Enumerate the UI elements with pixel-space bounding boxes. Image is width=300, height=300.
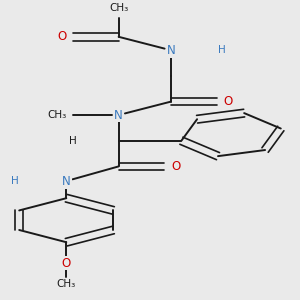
Text: O: O <box>57 30 66 43</box>
Text: N: N <box>62 175 71 188</box>
Text: H: H <box>69 136 77 146</box>
Text: O: O <box>62 256 71 269</box>
Text: N: N <box>114 109 123 122</box>
Text: H: H <box>218 45 226 55</box>
Text: O: O <box>223 95 232 108</box>
Text: CH₃: CH₃ <box>57 279 76 289</box>
Text: CH₃: CH₃ <box>109 3 128 13</box>
Text: CH₃: CH₃ <box>47 110 66 120</box>
Text: O: O <box>171 160 180 173</box>
Text: N: N <box>167 44 175 57</box>
Text: H: H <box>11 176 19 186</box>
